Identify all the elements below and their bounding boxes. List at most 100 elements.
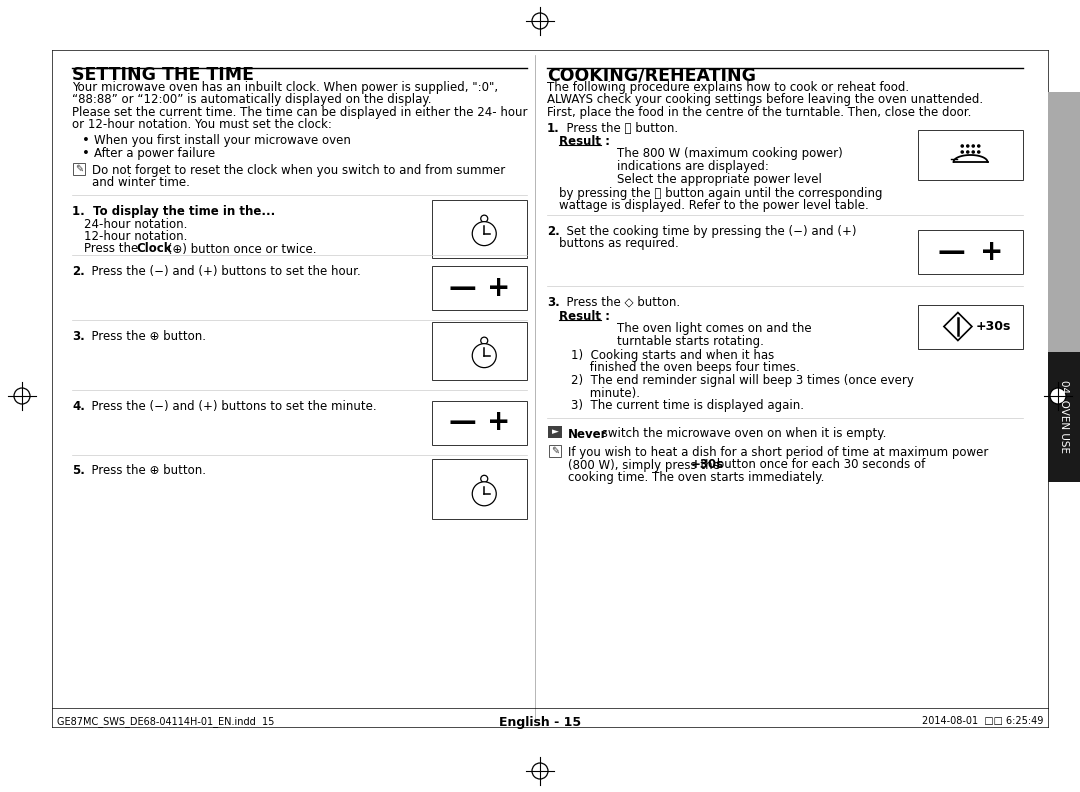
- Text: Set the cooking time by pressing the (−) and (+): Set the cooking time by pressing the (−)…: [559, 225, 856, 238]
- Circle shape: [472, 222, 496, 246]
- Text: +30s: +30s: [976, 320, 1011, 333]
- Text: 1.  To display the time in the...: 1. To display the time in the...: [72, 205, 275, 218]
- Text: wattage is displayed. Refer to the power level table.: wattage is displayed. Refer to the power…: [559, 200, 868, 212]
- Bar: [1048, 92, 1080, 352]
- Text: 2014-08-01  □□ 6:25:49: 2014-08-01 □□ 6:25:49: [921, 716, 1043, 726]
- Circle shape: [971, 150, 975, 154]
- Text: First, place the food in the centre of the turntable. Then, close the door.: First, place the food in the centre of t…: [546, 106, 971, 119]
- Bar: [1048, 352, 1080, 482]
- Bar: [432, 200, 527, 258]
- Bar: [432, 401, 527, 444]
- Circle shape: [472, 344, 496, 367]
- Text: 4.: 4.: [72, 400, 85, 413]
- Text: Press the ⊕ button.: Press the ⊕ button.: [84, 464, 206, 478]
- Text: After a power failure: After a power failure: [94, 147, 215, 159]
- Circle shape: [14, 388, 30, 404]
- Circle shape: [966, 144, 970, 148]
- Text: When you first install your microwave oven: When you first install your microwave ov…: [94, 134, 351, 147]
- Text: Do not forget to reset the clock when you switch to and from summer: Do not forget to reset the clock when yo…: [92, 164, 505, 177]
- Text: +: +: [980, 238, 1003, 266]
- Text: Select the appropriate power level: Select the appropriate power level: [617, 173, 822, 185]
- Text: Your microwave oven has an inbuilt clock. When power is supplied, ":0",: Your microwave oven has an inbuilt clock…: [72, 81, 498, 94]
- Text: Press the Ⓔ button.: Press the Ⓔ button.: [559, 121, 678, 135]
- Bar: [432, 265, 527, 310]
- Text: 24-hour notation.: 24-hour notation.: [84, 218, 187, 230]
- Text: switch the microwave oven on when it is empty.: switch the microwave oven on when it is …: [598, 428, 887, 440]
- Text: ✎: ✎: [551, 446, 559, 456]
- Text: (⊕) button once or twice.: (⊕) button once or twice.: [164, 242, 316, 256]
- Text: •: •: [82, 134, 90, 147]
- Text: Press the ◇ button.: Press the ◇ button.: [559, 296, 680, 309]
- Text: by pressing the Ⓔ button again until the corresponding: by pressing the Ⓔ button again until the…: [559, 187, 882, 200]
- Text: buttons as required.: buttons as required.: [559, 238, 678, 250]
- Text: 12-hour notation.: 12-hour notation.: [84, 230, 187, 243]
- Circle shape: [481, 337, 488, 345]
- Text: Press the (−) and (+) buttons to set the hour.: Press the (−) and (+) buttons to set the…: [84, 265, 361, 278]
- Bar: [918, 230, 1023, 274]
- Text: —: —: [937, 238, 966, 266]
- Text: ►: ►: [552, 427, 558, 436]
- Text: 1)  Cooking starts and when it has: 1) Cooking starts and when it has: [571, 349, 774, 362]
- Text: —: —: [448, 409, 476, 436]
- Text: The 800 W (maximum cooking power): The 800 W (maximum cooking power): [617, 147, 842, 161]
- Bar: [918, 304, 1023, 348]
- Circle shape: [960, 144, 964, 148]
- Text: 2.: 2.: [546, 225, 559, 238]
- Text: ✎: ✎: [75, 164, 83, 174]
- Text: 5.: 5.: [72, 464, 85, 478]
- Circle shape: [472, 482, 496, 506]
- Circle shape: [977, 150, 981, 154]
- Text: Please set the current time. The time can be displayed in either the 24- hour: Please set the current time. The time ca…: [72, 106, 527, 119]
- Text: Press the (−) and (+) buttons to set the minute.: Press the (−) and (+) buttons to set the…: [84, 400, 377, 413]
- Text: 3.: 3.: [546, 296, 559, 309]
- Text: turntable starts rotating.: turntable starts rotating.: [617, 334, 764, 348]
- Text: 3.: 3.: [72, 329, 84, 342]
- Text: button once for each 30 seconds of: button once for each 30 seconds of: [713, 459, 924, 471]
- Text: 2.: 2.: [72, 265, 84, 278]
- Text: +: +: [487, 409, 510, 436]
- Text: 1.: 1.: [546, 121, 559, 135]
- Text: If you wish to heat a dish for a short period of time at maximum power: If you wish to heat a dish for a short p…: [568, 446, 988, 459]
- Text: Result :: Result :: [559, 310, 610, 322]
- Text: Clock: Clock: [136, 242, 172, 256]
- Bar: [549, 445, 561, 457]
- Text: minute).: minute).: [571, 386, 640, 399]
- Text: Never: Never: [568, 428, 607, 440]
- Text: English - 15: English - 15: [499, 716, 581, 729]
- Text: —: —: [448, 273, 476, 302]
- Circle shape: [532, 763, 548, 779]
- Text: •: •: [82, 147, 90, 159]
- Text: (800 W), simply press the: (800 W), simply press the: [568, 459, 724, 471]
- Text: 3)  The current time is displayed again.: 3) The current time is displayed again.: [571, 399, 804, 412]
- Text: COOKING/REHEATING: COOKING/REHEATING: [546, 66, 756, 84]
- Text: finished the oven beeps four times.: finished the oven beeps four times.: [571, 361, 800, 375]
- Bar: [918, 130, 1023, 180]
- Text: +30s: +30s: [691, 459, 724, 471]
- Text: The oven light comes on and the: The oven light comes on and the: [617, 322, 812, 335]
- Text: 2)  The end reminder signal will beep 3 times (once every: 2) The end reminder signal will beep 3 t…: [571, 374, 914, 387]
- Circle shape: [960, 150, 964, 154]
- Text: Press the ⊕ button.: Press the ⊕ button.: [84, 329, 206, 342]
- Circle shape: [977, 144, 981, 148]
- Text: and winter time.: and winter time.: [92, 177, 190, 189]
- Text: +: +: [487, 273, 510, 302]
- Text: SETTING THE TIME: SETTING THE TIME: [72, 66, 254, 84]
- Text: ALWAYS check your cooking settings before leaving the oven unattended.: ALWAYS check your cooking settings befor…: [546, 93, 983, 106]
- Text: Press the: Press the: [84, 242, 141, 256]
- Circle shape: [1050, 388, 1066, 404]
- Circle shape: [966, 150, 970, 154]
- Circle shape: [481, 215, 488, 222]
- Text: 04  OVEN USE: 04 OVEN USE: [1059, 380, 1069, 454]
- Text: GE87MC_SWS_DE68-04114H-01_EN.indd  15: GE87MC_SWS_DE68-04114H-01_EN.indd 15: [57, 716, 274, 727]
- Text: cooking time. The oven starts immediately.: cooking time. The oven starts immediatel…: [568, 471, 824, 484]
- Text: Result :: Result :: [559, 135, 610, 148]
- Circle shape: [481, 475, 488, 482]
- Bar: [548, 425, 563, 437]
- Text: indications are displayed:: indications are displayed:: [617, 160, 769, 173]
- Bar: [432, 322, 527, 380]
- Text: or 12-hour notation. You must set the clock:: or 12-hour notation. You must set the cl…: [72, 119, 332, 131]
- Circle shape: [971, 144, 975, 148]
- Bar: [73, 163, 85, 175]
- Text: The following procedure explains how to cook or reheat food.: The following procedure explains how to …: [546, 81, 909, 94]
- Circle shape: [532, 13, 548, 29]
